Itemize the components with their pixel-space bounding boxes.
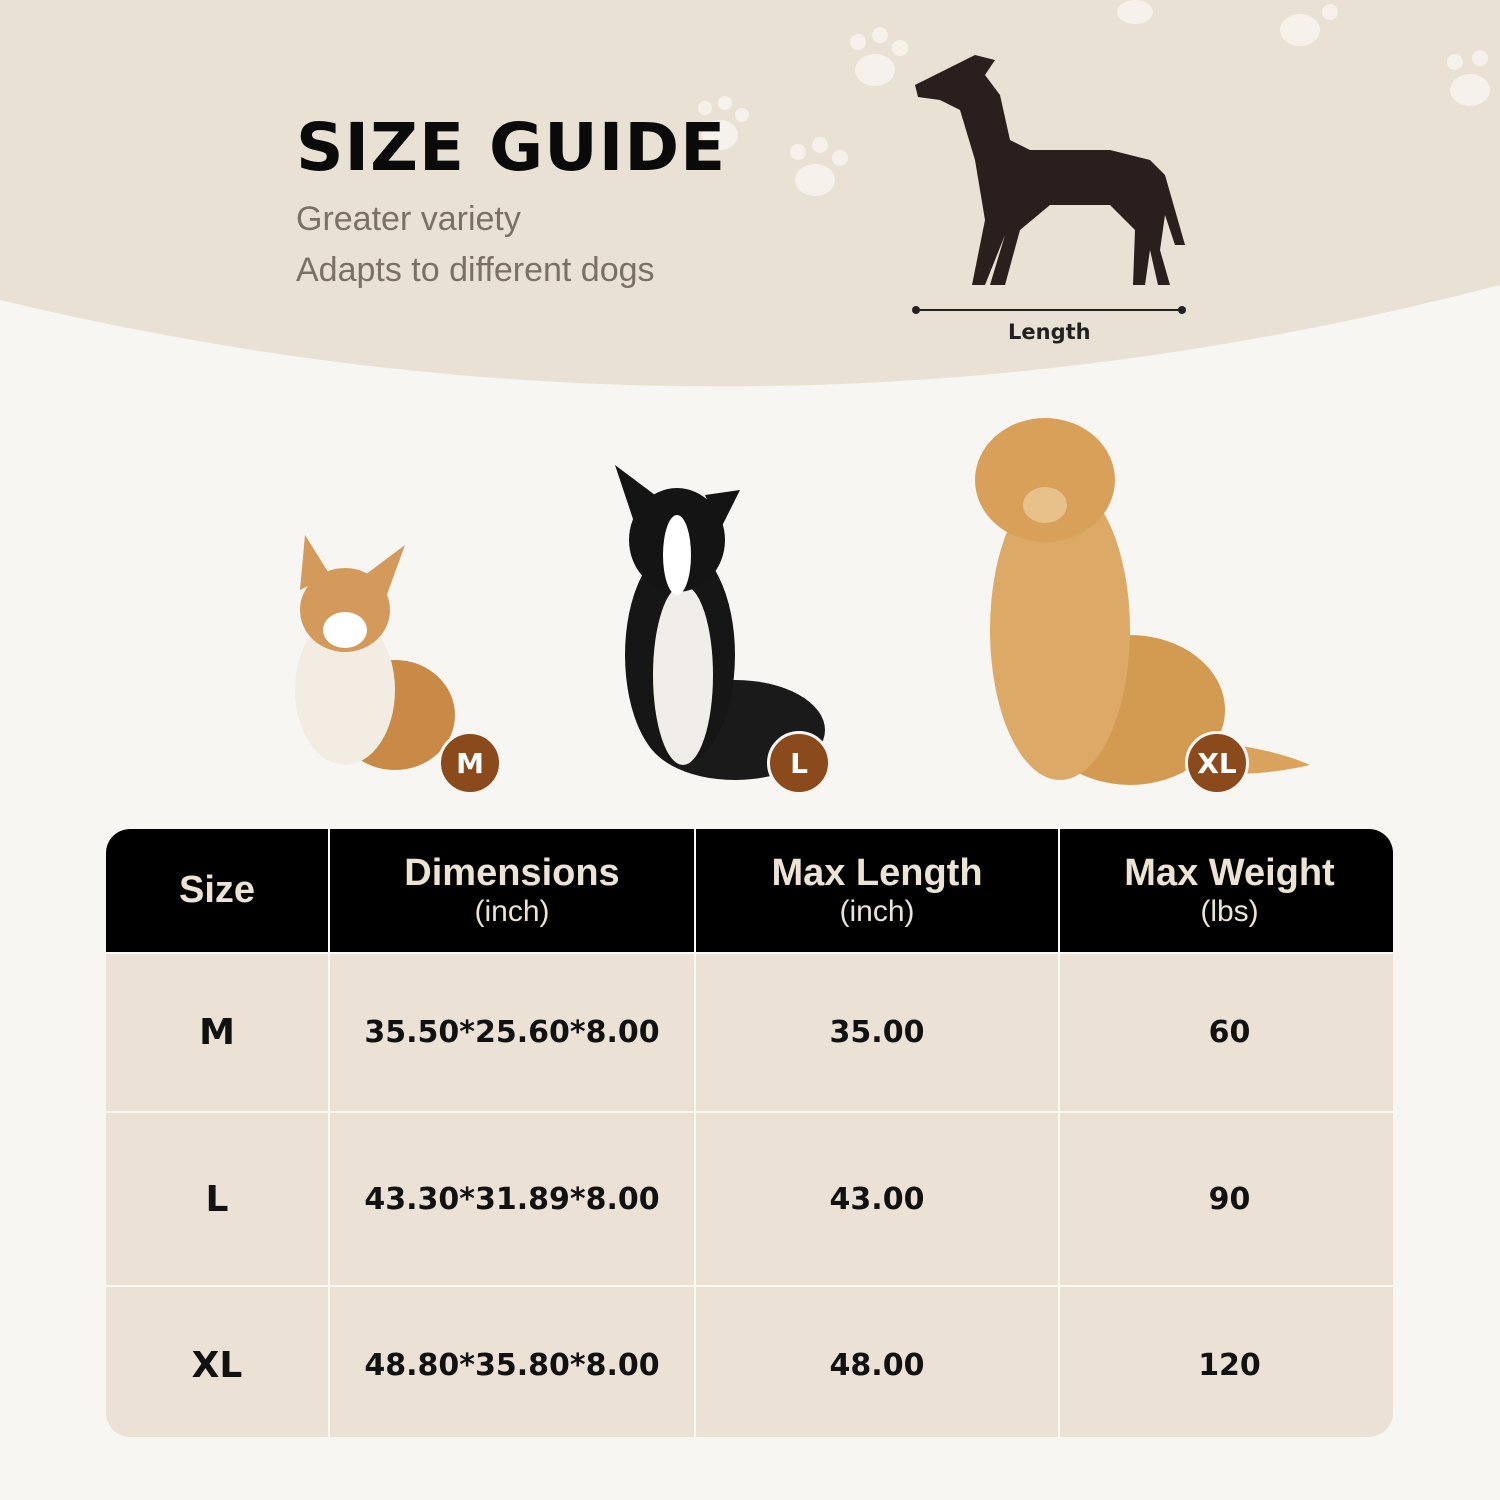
dog-silhouette-icon [915,55,1185,285]
header-unit: (inch) [474,895,550,928]
cell-size: XL [106,1287,328,1437]
cell-max-weight: 120 [1060,1287,1393,1437]
golden-retriever-image [975,418,1310,785]
size-table: Size Dimensions (inch) Max Length (inch) M… [106,829,1393,1437]
corgi-image [295,535,455,770]
length-label: Length [1008,320,1091,344]
header-max-length: Max Length (inch) [696,829,1058,952]
size-badge-m: M [438,731,502,795]
header-background [0,0,1500,387]
cell-max-length: 43.00 [696,1113,1058,1285]
length-indicator [912,306,1186,314]
header-label: Size [178,869,256,911]
header-max-weight: Max Weight (lbs) [1060,829,1393,952]
border-collie-image [615,465,825,780]
size-badge-l: L [767,731,831,795]
cell-dimensions: 43.30*31.89*8.00 [330,1113,694,1285]
cell-dimensions: 35.50*25.60*8.00 [330,954,694,1111]
size-badge-xl: XL [1185,731,1249,795]
header-label: Max Weight [1124,852,1335,894]
cell-max-length: 35.00 [696,954,1058,1111]
cell-dimensions: 48.80*35.80*8.00 [330,1287,694,1437]
header-dimensions: Dimensions (inch) [330,829,694,952]
paw-prints-decoration [698,0,1490,196]
cell-size: L [106,1113,328,1285]
header-unit: (inch) [839,895,915,928]
subtitle-line-1: Greater variety [296,200,521,238]
header-unit: (lbs) [1200,895,1259,928]
header-label: Dimensions [404,852,620,894]
subtitle-line-2: Adapts to different dogs [296,251,655,289]
header-size: Size [106,829,328,952]
page-title: SIZE GUIDE [296,109,727,186]
cell-max-length: 48.00 [696,1287,1058,1437]
cell-max-weight: 90 [1060,1113,1393,1285]
cell-max-weight: 60 [1060,954,1393,1111]
header-label: Max Length [771,852,983,894]
cell-size: M [106,954,328,1111]
